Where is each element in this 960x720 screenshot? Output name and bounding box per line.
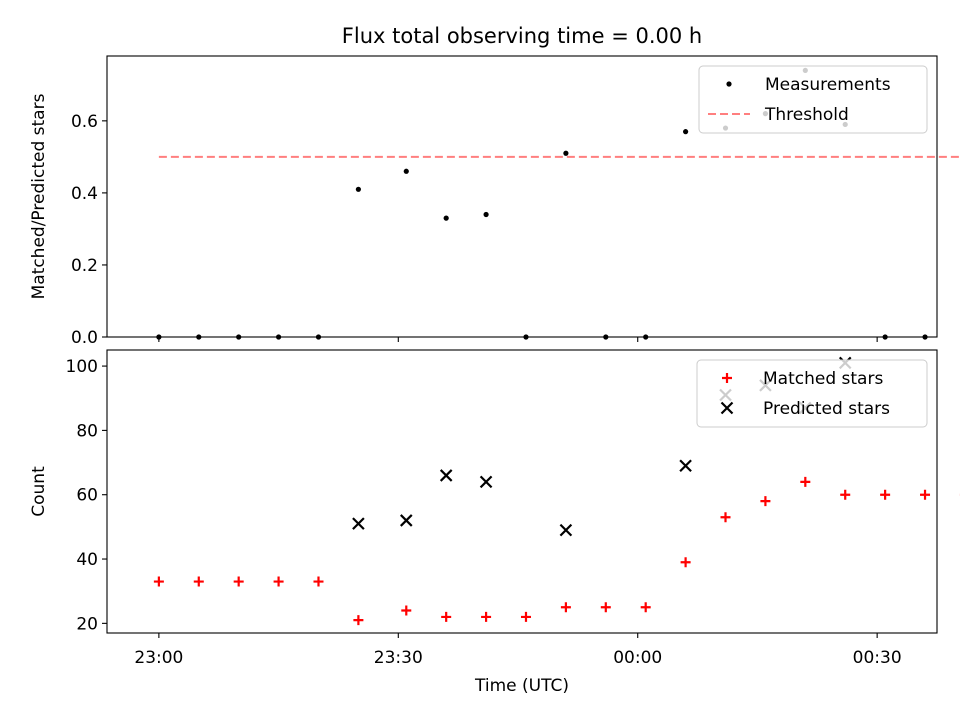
legend-label: Matched stars <box>763 369 883 389</box>
predicted-star-marker <box>352 517 365 530</box>
matched-star-marker <box>640 602 651 613</box>
x-tick-label: 00:00 <box>613 648 662 668</box>
x-axis-label: Time (UTC) <box>474 676 569 696</box>
y-tick-label: 0.6 <box>71 112 98 132</box>
legend-label: Threshold <box>764 105 849 125</box>
matched-star-marker <box>680 557 691 568</box>
measurement-point <box>403 168 409 174</box>
x-tick-label: 23:30 <box>374 648 423 668</box>
y-tick-label: 0.4 <box>71 184 98 204</box>
y-axis-label: Matched/Predicted stars <box>29 93 49 299</box>
matched-star-marker <box>273 576 284 587</box>
matched-star-marker <box>193 576 204 587</box>
matched-star-marker <box>760 496 771 507</box>
matched-star-marker <box>401 605 412 616</box>
matched-star-marker <box>233 576 244 587</box>
legend-box <box>696 359 928 428</box>
y-axis-label: Count <box>29 466 49 517</box>
matched-star-marker <box>441 611 452 622</box>
predicted-star-marker <box>559 523 573 537</box>
ratio-panel: 0.0 0.2 0.4 0.6 Matched/Predicted stars Measu… <box>29 55 960 348</box>
measurement-point <box>683 129 689 135</box>
matched-star-marker <box>920 489 931 500</box>
y-tick-label: 0.2 <box>71 256 98 276</box>
x-tick-label: 23:00 <box>134 648 183 668</box>
predicted-star-marker <box>679 459 692 473</box>
matched-star-marker <box>600 602 611 613</box>
predicted-star-marker <box>439 469 453 482</box>
predicted-star-marker <box>400 514 413 527</box>
y-tick-label: 40 <box>76 550 98 570</box>
legend-label: Measurements <box>765 75 891 95</box>
y-tick-label: 80 <box>76 421 98 441</box>
matched-star-marker <box>153 576 164 587</box>
matched-star-marker <box>353 615 364 626</box>
measurement-point <box>563 150 569 156</box>
measurement-point <box>443 215 449 221</box>
chart-title: Flux total observing time = 0.00 h <box>342 24 702 48</box>
matched-star-marker <box>800 476 811 487</box>
legend-marker <box>720 401 734 415</box>
matched-star-marker <box>720 512 731 523</box>
legend-marker <box>726 81 732 87</box>
matched-star-marker <box>560 602 571 613</box>
matched-star-marker <box>880 489 891 500</box>
legend-box <box>698 65 928 134</box>
x-tick-label: 00:30 <box>853 648 902 668</box>
matched-star-marker <box>520 611 531 622</box>
y-tick-label: 20 <box>76 614 98 634</box>
legend-marker <box>722 373 732 383</box>
measurement-point <box>483 211 489 218</box>
predicted-star-marker <box>479 475 493 489</box>
legend-label: Predicted stars <box>763 399 890 419</box>
y-tick-label: 60 <box>76 486 98 506</box>
count-panel: 2040608010023:0023:3000:0000:3001:0001:3… <box>29 349 960 696</box>
plot-frame <box>106 349 938 634</box>
matched-star-marker <box>840 489 851 500</box>
matched-star-marker <box>481 611 492 622</box>
y-tick-label: 100 <box>66 357 98 377</box>
y-tick-label: 0.0 <box>71 328 98 348</box>
matched-star-marker <box>313 576 324 587</box>
measurement-point <box>355 186 361 192</box>
plot-frame <box>106 55 938 338</box>
